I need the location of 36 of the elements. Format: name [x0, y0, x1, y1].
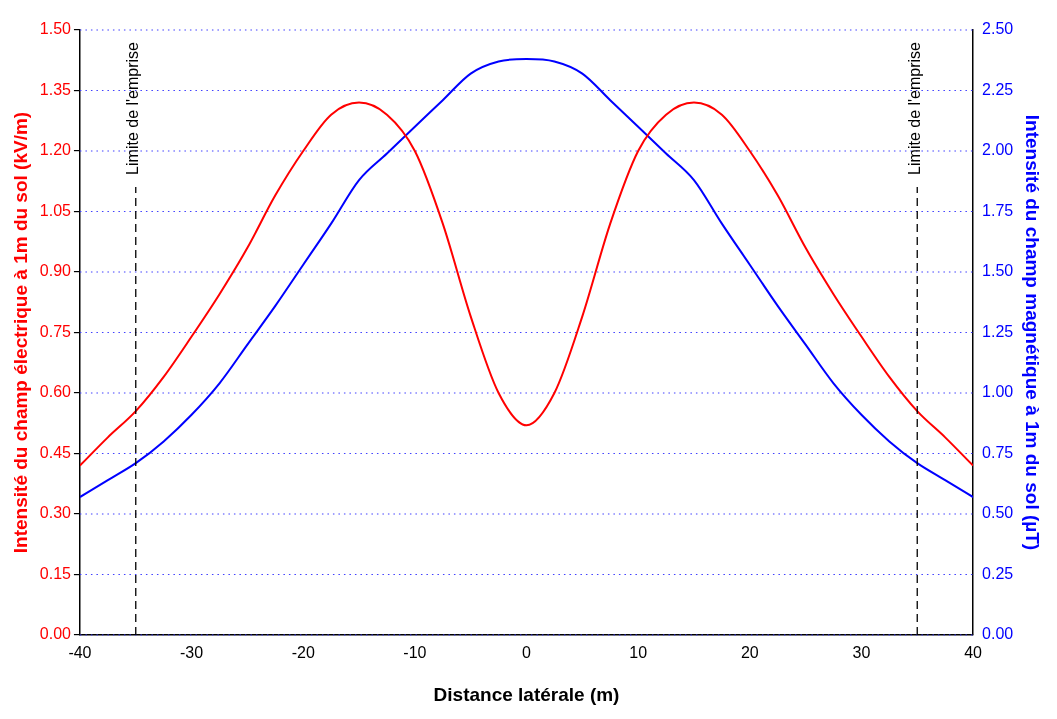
y2-axis-title: Intensité du champ magnétique à 1m du sol (µT): [1022, 114, 1044, 551]
y-tick-label: 1.50: [39, 20, 72, 38]
x-tick-label: 40: [964, 644, 983, 662]
ref-line-label: Limite de l'emprise: [124, 41, 142, 175]
x-tick-label: 0: [522, 644, 532, 662]
y-axis-title: Intensité du champ électrique à 1m du sol (kV/m): [9, 111, 31, 554]
x-tick-label: -10: [403, 644, 427, 662]
y2-tick-label: 0.50: [982, 504, 1014, 522]
y-tick-label: 1.20: [39, 141, 72, 159]
y2-tick-label: 2.25: [982, 80, 1014, 98]
y-tick-label: 0.90: [39, 262, 72, 280]
y-tick-label: 0.45: [39, 443, 72, 461]
y2-tick-label: 0.25: [982, 564, 1014, 582]
y-tick-label: 1.35: [39, 80, 72, 98]
y-tick-label: 1.05: [39, 201, 72, 219]
x-tick-label: -20: [291, 644, 315, 662]
y-tick-label: 0.15: [39, 564, 72, 582]
y-tick-label: 0.60: [39, 383, 72, 401]
y2-tick-label: 2.50: [982, 20, 1014, 38]
y-tick-label: 0.00: [39, 625, 72, 643]
x-tick-label: 30: [852, 644, 871, 662]
x-tick-label: 20: [740, 644, 759, 662]
y-tick-label: 0.30: [39, 504, 72, 522]
y2-tick-label: 1.00: [982, 383, 1014, 401]
y2-tick-label: 1.75: [982, 201, 1014, 219]
y2-tick-label: 0.75: [982, 443, 1014, 461]
y2-tick-label: 0.00: [982, 625, 1014, 643]
x-tick-label: 10: [629, 644, 648, 662]
y-tick-label: 0.75: [39, 322, 72, 340]
y2-tick-label: 1.25: [982, 322, 1014, 340]
x-axis-title: Distance latérale (m): [433, 683, 620, 705]
x-tick-label: -40: [68, 644, 92, 662]
x-tick-label: -30: [180, 644, 204, 662]
y2-tick-label: 2.00: [982, 141, 1014, 159]
ref-line-label: Limite de l'emprise: [905, 41, 923, 175]
y2-tick-label: 1.50: [982, 262, 1014, 280]
